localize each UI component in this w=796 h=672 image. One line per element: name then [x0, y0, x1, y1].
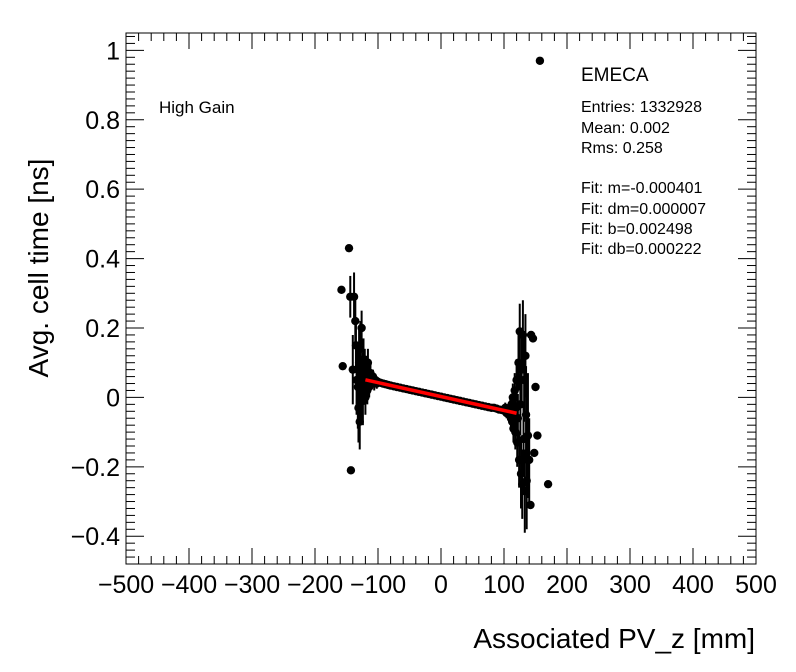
data-point: [357, 323, 366, 333]
data-point: [516, 469, 526, 478]
x-axis-title: Associated PV_z [mm]: [473, 623, 755, 654]
stats-box: EMECA Entries: 1332928 Mean: 0.002 Rms: …: [581, 65, 706, 258]
data-point: [525, 455, 534, 465]
y-tick-label: 0.2: [85, 315, 120, 343]
data-point: [533, 431, 542, 440]
fit-db: Fit: db=0.000222: [581, 241, 702, 258]
data-point: [516, 400, 525, 409]
y-tick-label: −0.4: [71, 523, 120, 551]
x-tick-label: 300: [609, 571, 651, 599]
stats-mean: Mean: 0.002: [581, 120, 670, 137]
x-tick-label: 500: [735, 571, 777, 599]
data-point: [354, 403, 363, 413]
data-point: [523, 431, 533, 440]
x-tick-label: −200: [287, 571, 343, 599]
x-tick-label: 200: [546, 571, 588, 599]
data-point: [522, 476, 531, 485]
y-tick-label: 0.4: [85, 246, 120, 274]
stats-rms: Rms: 0.258: [581, 140, 663, 157]
y-tick-label: −0.2: [71, 454, 120, 482]
data-point: [530, 448, 539, 458]
y-axis-title: Avg. cell time [ns]: [23, 159, 54, 378]
data-point: [344, 243, 354, 253]
data-point: [520, 486, 529, 496]
data-point: [353, 382, 363, 392]
data-point: [513, 414, 523, 423]
x-tick-label: −500: [98, 571, 154, 599]
x-tick-label: −100: [350, 571, 406, 599]
data-point: [348, 365, 357, 374]
data-point: [511, 427, 520, 437]
stats-entries: Entries: 1332928: [581, 99, 702, 116]
data-point: [355, 417, 364, 426]
y-tick-label: 0: [106, 384, 120, 412]
fit-m: Fit: m=-0.000401: [581, 180, 703, 197]
x-tick-label: −400: [161, 571, 217, 599]
data-point: [514, 455, 524, 465]
tick-labels: −500 −400 −300 −200 −100 0 100 200 300 400 500 −0.4…: [71, 37, 777, 599]
fit-line: [365, 378, 517, 415]
fit-dm: Fit: dm=0.000007: [581, 201, 706, 218]
data-point: [521, 351, 530, 360]
data-point: [519, 375, 529, 385]
data-point: [510, 386, 519, 395]
data-point: [363, 358, 373, 367]
data-point: [351, 316, 360, 326]
data-point: [518, 330, 528, 340]
data-point: [512, 375, 521, 385]
data-point: [535, 56, 545, 65]
y-tick-label: 0.8: [85, 107, 120, 135]
data-point: [338, 361, 347, 371]
data-point: [346, 466, 356, 475]
fit-line-group: [365, 378, 517, 415]
data-point: [531, 382, 540, 392]
axis-ticks: [125, 33, 757, 565]
x-tick-label: 100: [483, 571, 525, 599]
x-tick-label: −300: [224, 571, 280, 599]
data-point: [517, 365, 526, 374]
data-point: [356, 344, 365, 354]
stats-title: EMECA: [581, 65, 649, 86]
data-point: [513, 438, 522, 447]
data-point: [543, 479, 553, 489]
data-point: [337, 285, 346, 295]
x-tick-label: 400: [672, 571, 714, 599]
y-tick-label: 1: [106, 37, 120, 65]
fit-b: Fit: b=0.002498: [581, 221, 693, 238]
data-point: [349, 292, 359, 301]
data-point: [514, 358, 523, 367]
data-point: [361, 393, 370, 402]
data-point: [508, 393, 518, 402]
data-point: [526, 500, 535, 510]
x-tick-label: 0: [434, 571, 448, 599]
data-point: [521, 410, 531, 419]
data-point: [528, 334, 538, 343]
y-tick-label: 0.6: [85, 176, 120, 204]
data-point: [352, 375, 361, 385]
gain-label: High Gain: [159, 98, 235, 117]
